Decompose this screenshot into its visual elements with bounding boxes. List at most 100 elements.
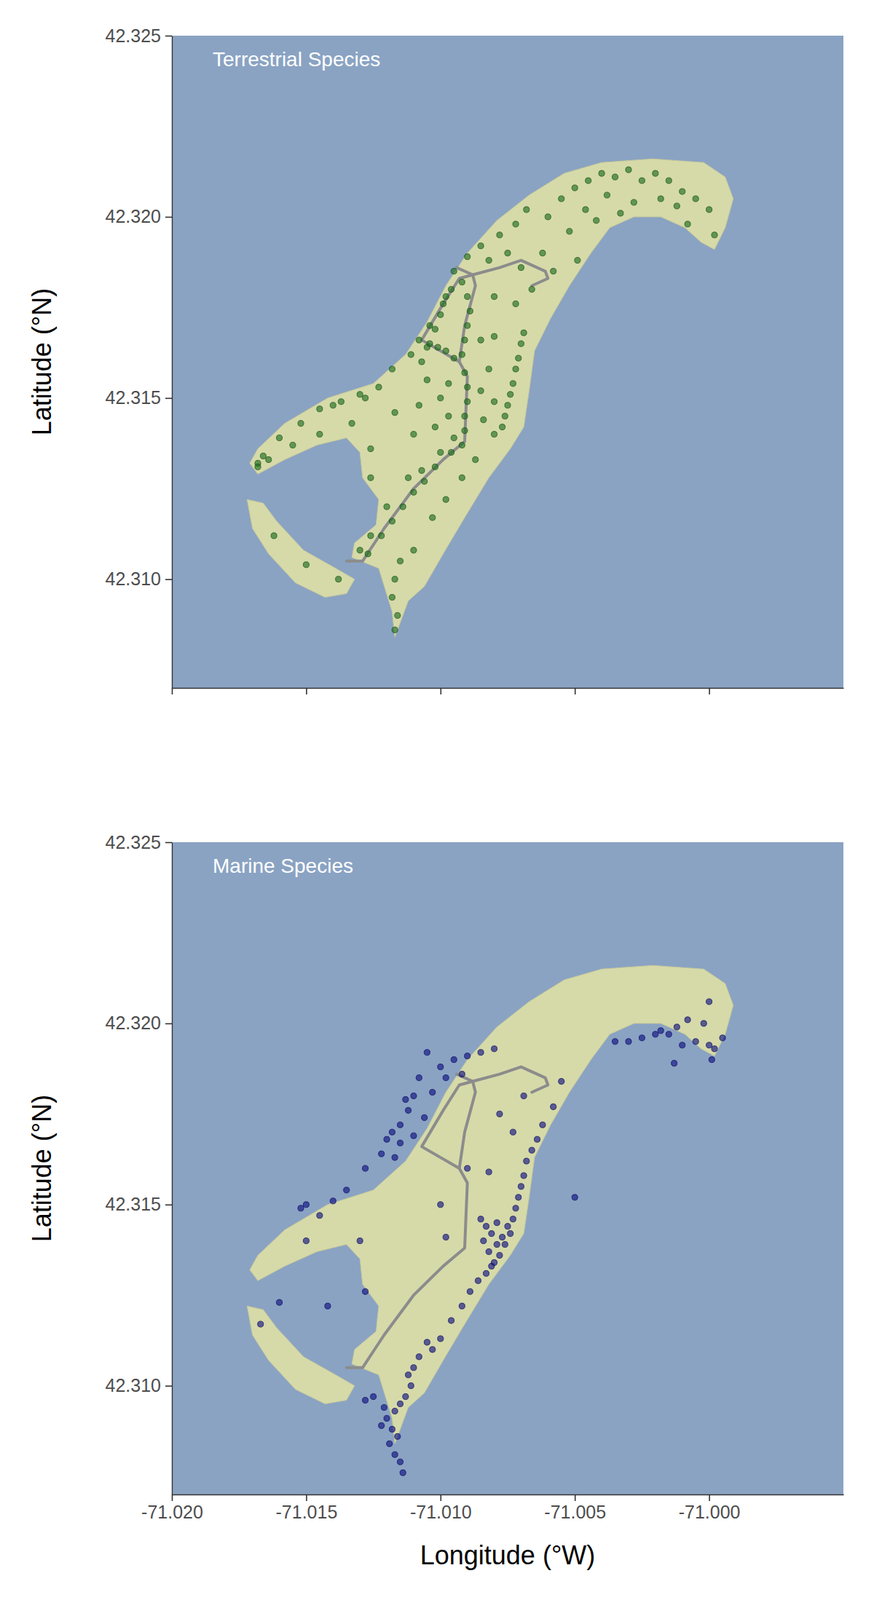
- tick: [709, 688, 711, 695]
- occurrence-point: [396, 1140, 403, 1147]
- occurrence-point: [638, 1035, 645, 1042]
- occurrence-point: [437, 449, 444, 456]
- occurrence-point: [378, 1423, 385, 1429]
- panel-title: Terrestrial Species: [212, 48, 381, 71]
- occurrence-point: [517, 1184, 524, 1191]
- occurrence-point: [692, 1039, 699, 1046]
- occurrence-point: [464, 322, 471, 329]
- occurrence-point: [544, 214, 551, 220]
- occurrence-point: [415, 402, 422, 409]
- occurrence-point: [504, 1224, 511, 1231]
- tick-label: 42.315: [105, 387, 161, 408]
- occurrence-point: [404, 474, 411, 481]
- occurrence-point: [297, 420, 304, 427]
- trail: [472, 1067, 548, 1094]
- occurrence-point: [493, 1241, 500, 1248]
- occurrence-point: [437, 1336, 444, 1343]
- occurrence-point: [652, 1032, 659, 1038]
- occurrence-point: [270, 533, 277, 539]
- tick: 42.325: [105, 25, 172, 46]
- tick-label: 42.320: [105, 1013, 161, 1034]
- occurrence-point: [423, 377, 430, 384]
- occurrence-point: [719, 1035, 726, 1042]
- occurrence-point: [558, 195, 565, 202]
- occurrence-point: [265, 456, 272, 463]
- occurrence-point: [394, 1434, 401, 1440]
- occurrence-point: [482, 1224, 489, 1231]
- occurrence-point: [501, 413, 508, 420]
- occurrence-point: [380, 1404, 387, 1411]
- occurrence-point: [517, 265, 524, 271]
- tick: -71.015: [276, 1495, 338, 1523]
- occurrence-point: [316, 406, 323, 413]
- occurrence-point: [404, 1107, 411, 1114]
- tick: 42.320: [105, 206, 172, 227]
- occurrence-point: [337, 399, 344, 405]
- tick-label: 42.320: [105, 206, 161, 227]
- occurrence-point: [442, 1235, 449, 1242]
- occurrence-point: [410, 431, 417, 437]
- occurrence-point: [566, 228, 573, 235]
- occurrence-point: [509, 1129, 516, 1136]
- occurrence-point: [407, 1383, 414, 1390]
- occurrence-point: [496, 1252, 503, 1259]
- occurrence-point: [700, 1021, 707, 1027]
- occurrence-point: [585, 177, 592, 184]
- occurrence-point: [410, 1133, 417, 1140]
- tick-label: 42.310: [105, 568, 161, 590]
- occurrence-point: [410, 489, 417, 496]
- occurrence-point: [396, 1401, 403, 1408]
- occurrence-point: [388, 366, 395, 373]
- occurrence-point: [335, 576, 342, 583]
- occurrence-point: [450, 355, 457, 362]
- occurrence-point: [706, 206, 713, 213]
- occurrence-point: [297, 1206, 304, 1212]
- occurrence-point: [396, 1459, 403, 1466]
- occurrence-point: [480, 1238, 487, 1244]
- occurrence-point: [684, 1017, 691, 1024]
- occurrence-point: [461, 428, 468, 435]
- occurrence-point: [477, 1050, 484, 1057]
- tick-label: -71.000: [678, 1502, 741, 1523]
- occurrence-point: [493, 1220, 500, 1227]
- occurrence-point: [402, 1096, 409, 1103]
- occurrence-point: [482, 1270, 489, 1277]
- tick-mark: [165, 397, 172, 400]
- occurrence-point: [461, 337, 468, 344]
- tick-mark: [305, 688, 308, 695]
- y-axis: 42.31042.31542.32042.325: [105, 832, 173, 1496]
- occurrence-point: [257, 1321, 264, 1328]
- occurrence-point: [490, 293, 497, 300]
- tick: 42.325: [105, 832, 172, 853]
- occurrence-point: [415, 1075, 422, 1081]
- occurrence-point: [711, 232, 718, 239]
- occurrence-point: [684, 221, 691, 228]
- occurrence-point: [520, 1093, 527, 1100]
- occurrence-point: [458, 351, 465, 358]
- occurrence-point: [375, 384, 382, 391]
- occurrence-point: [364, 551, 371, 558]
- occurrence-point: [671, 1061, 678, 1068]
- occurrence-point: [512, 221, 519, 228]
- land: [246, 1306, 355, 1405]
- occurrence-point: [442, 348, 449, 354]
- occurrence-point: [415, 1354, 422, 1361]
- occurrence-point: [464, 293, 471, 300]
- occurrence-point: [418, 467, 425, 474]
- occurrence-point: [711, 1046, 718, 1053]
- occurrence-point: [461, 369, 468, 376]
- tick: [440, 688, 442, 695]
- occurrence-point: [254, 463, 261, 470]
- tick-label: -71.010: [410, 1502, 472, 1523]
- occurrence-point: [421, 478, 428, 485]
- axis-line: [171, 843, 173, 1496]
- occurrence-point: [499, 1235, 506, 1242]
- tick-label: 42.325: [105, 25, 161, 46]
- occurrence-point: [388, 1129, 395, 1136]
- occurrence-point: [673, 203, 680, 210]
- occurrence-point: [665, 177, 672, 184]
- occurrence-point: [450, 268, 457, 274]
- occurrence-point: [611, 1039, 618, 1046]
- occurrence-point: [458, 442, 465, 448]
- panel: 42.310 42.315 42.320 42.325 Terrestrial Spec…: [26, 25, 845, 696]
